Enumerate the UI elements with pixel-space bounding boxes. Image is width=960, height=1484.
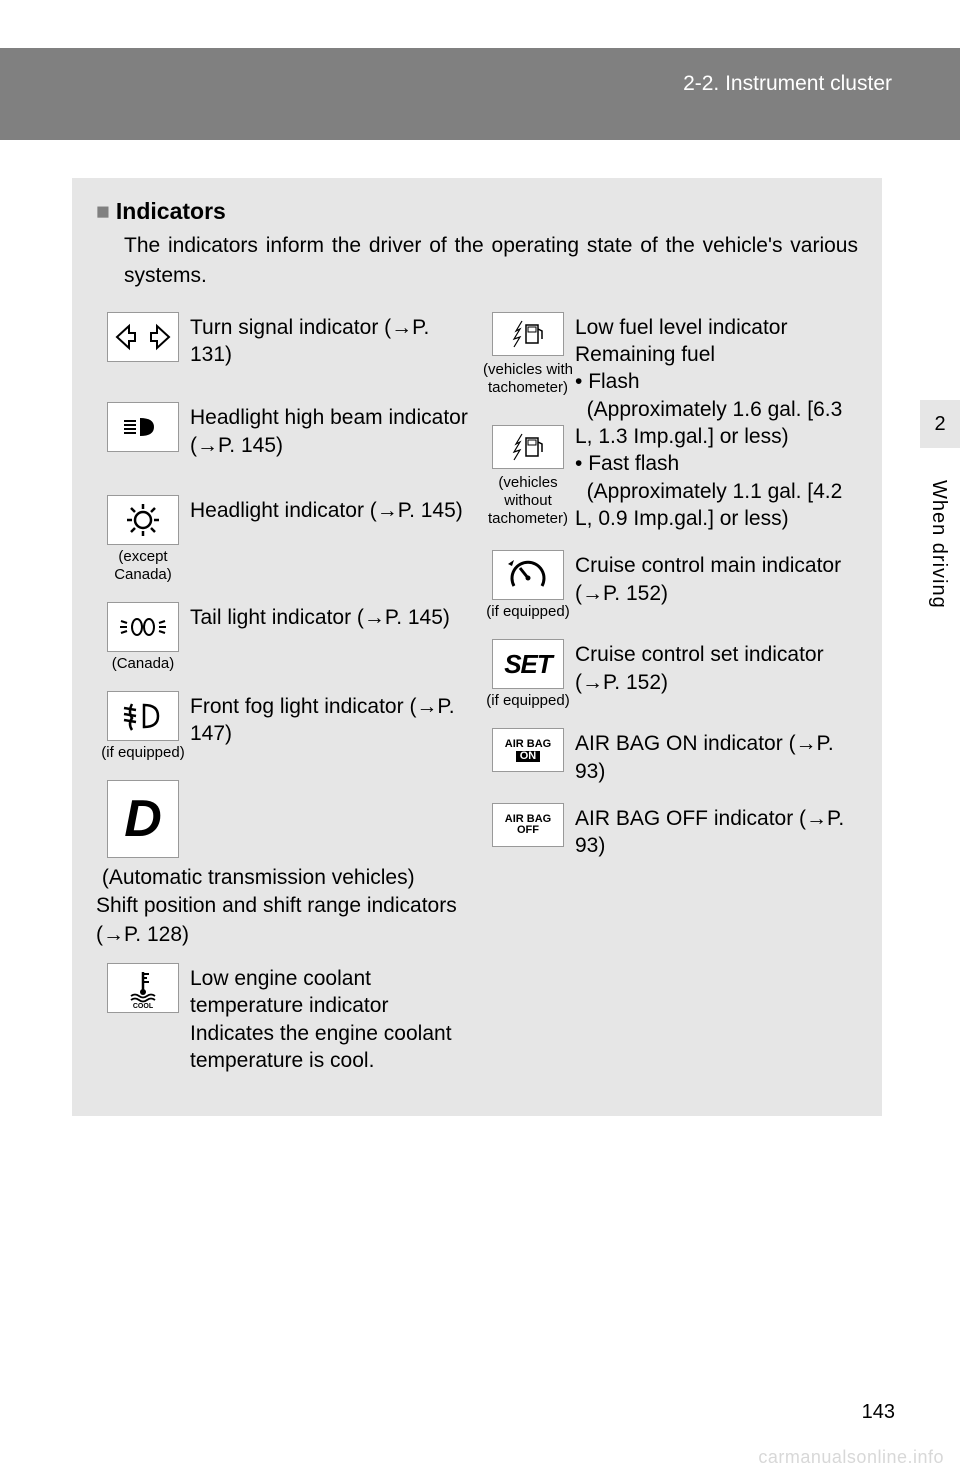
desc: Low engine coolant temperature indicator… [190, 963, 473, 1074]
section-title-text: Indicators [116, 198, 226, 224]
row-fog-light: (if equipped) Front fog light indicator … [96, 691, 473, 762]
icon-cell: (if equipped) [96, 691, 190, 762]
desc: Front fog light indicator (→P. 147) [190, 691, 473, 748]
desc: Tail light indicator (→P. 145) [190, 602, 450, 631]
square-bullet-icon: ■ [96, 198, 110, 224]
content-box: ■Indicators The indicators inform the dr… [72, 178, 882, 1116]
fuel-desc: Low fuel level indicator Remaining fuel … [575, 312, 858, 532]
fuel-title: Low fuel level indicator [575, 316, 787, 339]
icon-cell: AIR BAGOFF [481, 803, 575, 847]
row-turn-signal: Turn signal indicator (→P. 131) [96, 312, 473, 369]
fuel-b2: Fast flash [588, 452, 679, 475]
page-number: 143 [862, 1401, 895, 1424]
icon-cell-stacked: (vehicles with tachometer) (vehicles wit… [481, 312, 575, 528]
caption: (vehicles without tachometer) [481, 474, 575, 528]
icon-cell: D [96, 780, 190, 858]
shift-caption-text: (Automatic transmission vehicles) [102, 866, 415, 889]
shift-caption: (Automatic transmission vehicles) Shift … [96, 864, 473, 949]
icon-cell [96, 402, 190, 452]
turn-signal-icon [107, 312, 179, 362]
row-airbag-off: AIR BAGOFF AIR BAG OFF indicator (→P. 93… [481, 803, 858, 860]
desc: Cruise control main indicator (→P. 152) [575, 550, 858, 607]
row-airbag-on: AIR BAGON AIR BAG ON indicator (→P. 93) [481, 728, 858, 785]
row-headlight: (except Canada) Headlight indicator (→P.… [96, 495, 473, 584]
shift-d-icon: D [107, 780, 179, 858]
desc: Headlight high beam indicator (→P. 145) [190, 402, 473, 459]
columns: Turn signal indicator (→P. 131) Headligh… [96, 312, 858, 1092]
icon-cell: SET (if equipped) [481, 639, 575, 710]
icon-cell: AIR BAGON [481, 728, 575, 772]
icon-cell: (Canada) [96, 602, 190, 673]
row-cruise-main: (if equipped) Cruise control main indica… [481, 550, 858, 621]
tail-light-icon [107, 602, 179, 652]
fog-light-icon [107, 691, 179, 741]
row-tail-light: (Canada) Tail light indicator (→P. 145) [96, 602, 473, 673]
fuel-b1d: (Approximately 1.6 gal. [6.3 L, 1.3 Imp.… [575, 398, 842, 448]
fuel-b1: Flash [588, 370, 639, 393]
high-beam-icon [107, 402, 179, 452]
caption: (vehicles with tachometer) [481, 361, 575, 397]
cruise-main-icon [492, 550, 564, 600]
airbag-off-icon: AIR BAGOFF [492, 803, 564, 847]
coolant-icon: COOL [107, 963, 179, 1013]
row-fuel: (vehicles with tachometer) (vehicles wit… [481, 312, 858, 532]
chapter-tab: 2 [920, 400, 960, 448]
headlight-icon [107, 495, 179, 545]
icon-cell [96, 312, 190, 362]
caption: (Canada) [112, 655, 175, 673]
caption: (if equipped) [101, 744, 184, 762]
fuel-b2d: (Approximately 1.1 gal. [4.2 L, 0.9 Imp.… [575, 480, 842, 530]
shift-desc: Shift position and shift range indicator… [96, 894, 457, 945]
cruise-set-icon: SET [492, 639, 564, 689]
icon-cell: (except Canada) [96, 495, 190, 584]
coolant-desc2: Indicates the engine coolant temperature… [190, 1022, 452, 1072]
desc: AIR BAG OFF indicator (→P. 93) [575, 803, 858, 860]
desc: Headlight indicator (→P. 145) [190, 495, 463, 524]
coolant-desc1: Low engine coolant temperature indicator [190, 967, 388, 1017]
section-intro: The indicators inform the driver of the … [124, 231, 858, 292]
fuel-sub: Remaining fuel [575, 343, 715, 366]
icon-cell: COOL [96, 963, 190, 1013]
svg-text:COOL: COOL [133, 1003, 154, 1008]
caption: (if equipped) [486, 692, 569, 710]
header-bar: 2-2. Instrument cluster [0, 48, 960, 140]
desc: AIR BAG ON indicator (→P. 93) [575, 728, 858, 785]
watermark: carmanualsonline.info [758, 1447, 944, 1468]
fuel-icon-2 [492, 425, 564, 469]
row-shift: D (Automatic transmission vehicles) Shif… [96, 780, 473, 949]
right-column: (vehicles with tachometer) (vehicles wit… [481, 312, 858, 1092]
row-high-beam: Headlight high beam indicator (→P. 145) [96, 402, 473, 459]
breadcrumb: 2-2. Instrument cluster [683, 72, 892, 95]
desc: Cruise control set indicator (→P. 152) [575, 639, 858, 696]
chapter-label: When driving [927, 480, 950, 609]
left-column: Turn signal indicator (→P. 131) Headligh… [96, 312, 473, 1092]
row-cruise-set: SET (if equipped) Cruise control set ind… [481, 639, 858, 710]
airbag-on-icon: AIR BAGON [492, 728, 564, 772]
section-title: ■Indicators [96, 198, 858, 225]
desc: Turn signal indicator (→P. 131) [190, 312, 473, 369]
chapter-number: 2 [934, 413, 945, 436]
icon-cell: (if equipped) [481, 550, 575, 621]
row-coolant: COOL Low engine coolant temperature indi… [96, 963, 473, 1074]
caption: (except Canada) [96, 548, 190, 584]
fuel-icon-1 [492, 312, 564, 356]
caption: (if equipped) [486, 603, 569, 621]
